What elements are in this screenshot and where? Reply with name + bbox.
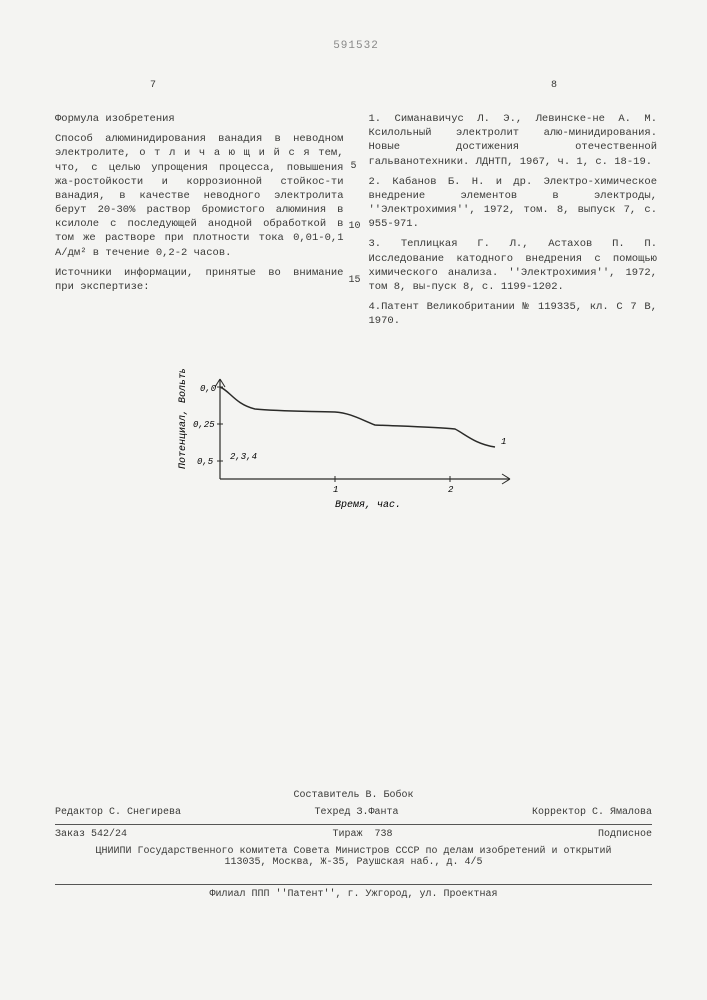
address-line: 113035, Москва, Ж-35, Раушская наб., д. … xyxy=(55,857,652,874)
reference-1: 1. Симанавичус Л. Э., Левинске-не А. М. … xyxy=(369,112,658,169)
line-num-15: 15 xyxy=(349,274,361,288)
reference-2: 2. Кабанов Б. Н. и др. Электро-химическо… xyxy=(369,175,658,232)
reference-4: 4.Патент Великобритании № 119335, кл. С … xyxy=(369,300,658,328)
corrector-name: С. Ямалова xyxy=(592,807,652,818)
xtick-1: 1 xyxy=(333,485,338,495)
body-columns: Формула изобретения Способ алюминидирова… xyxy=(55,112,657,334)
corrector-label: Корректор xyxy=(532,807,586,818)
formula-body: Способ алюминидирования ванадия в неводн… xyxy=(55,132,344,260)
editor-label: Редактор xyxy=(55,807,103,818)
footer-line: Филиал ППП ''Патент'', г. Ужгород, ул. П… xyxy=(55,884,652,900)
document-number: 591532 xyxy=(55,40,657,52)
page-number-right: 8 xyxy=(551,80,557,91)
ytick-0: 0,0 xyxy=(200,384,217,394)
ytick-2: 0,5 xyxy=(197,457,214,467)
compiler-label: Составитель xyxy=(293,790,359,801)
credit-row-order: Заказ 542/24 Тираж 738 Подписное xyxy=(55,824,652,846)
credit-row-names: Редактор С. Снегирева Техред З.Фанта Кор… xyxy=(55,803,652,824)
line-num-5: 5 xyxy=(351,160,357,174)
tech-name: З.Фанта xyxy=(357,807,399,818)
tech-label: Техред xyxy=(314,807,350,818)
right-column: 5 10 15 1. Симанавичус Л. Э., Левинске-н… xyxy=(369,112,658,334)
chart-svg: 0,0 0,25 0,5 1 2 1 2,3,4 Время, час. Пот… xyxy=(175,369,525,519)
editor-name: С. Снегирева xyxy=(109,807,181,818)
credits-block: Составитель В. Бобок Редактор С. Снегире… xyxy=(55,790,652,910)
x-axis-label: Время, час. xyxy=(335,500,401,511)
potential-time-chart: 0,0 0,25 0,5 1 2 1 2,3,4 Время, час. Пот… xyxy=(175,369,525,519)
compiler-name: В. Бобок xyxy=(366,790,414,801)
series-1-curve xyxy=(220,387,495,447)
line-num-10: 10 xyxy=(349,220,361,234)
page-number-left: 7 xyxy=(150,80,156,91)
org-line: ЦНИИПИ Государственного комитета Совета … xyxy=(55,846,652,857)
tirage-label: Тираж xyxy=(332,829,362,840)
xtick-2: 2 xyxy=(448,485,454,495)
series-1-label: 1 xyxy=(501,437,506,447)
subscription: Подписное xyxy=(598,829,652,840)
order-value: 542/24 xyxy=(91,829,127,840)
left-column: Формула изобретения Способ алюминидирова… xyxy=(55,112,344,334)
tirage-value: 738 xyxy=(375,829,393,840)
reference-3: 3. Теплицкая Г. Л., Астахов П. П. Исслед… xyxy=(369,237,658,294)
ytick-1: 0,25 xyxy=(193,420,215,430)
order-label: Заказ xyxy=(55,829,85,840)
y-axis-label: Потенциал, Вольты xyxy=(178,369,189,469)
series-234-label: 2,3,4 xyxy=(230,452,257,462)
sources-heading: Источники информации, принятые во вниман… xyxy=(55,266,344,294)
formula-heading: Формула изобретения xyxy=(55,112,344,126)
